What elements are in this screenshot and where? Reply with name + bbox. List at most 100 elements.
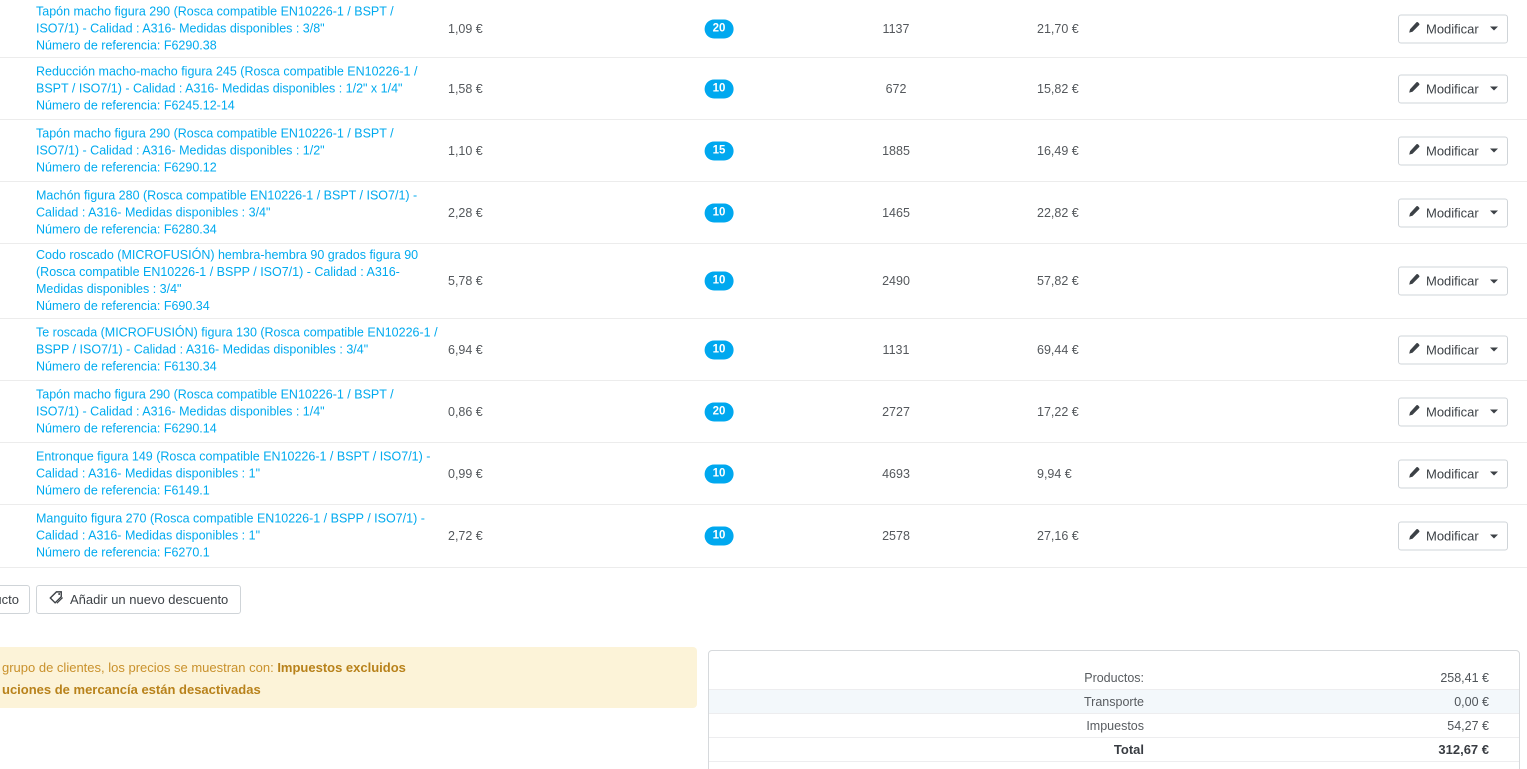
- product-reference-link[interactable]: Número de referencia: F6290.38: [36, 38, 217, 52]
- product-link[interactable]: Machón figura 280 (Rosca compatible EN10…: [36, 188, 418, 219]
- quantity-cell: 10: [704, 526, 734, 546]
- table-row: Entronque figura 149 (Rosca compatible E…: [0, 443, 1527, 505]
- modify-button-label: Modificar: [1426, 404, 1479, 419]
- caret-down-icon[interactable]: [1490, 86, 1498, 91]
- totals-label: Productos:: [1084, 670, 1144, 685]
- alert-line-1: grupo de clientes, los precios se muestr…: [2, 660, 406, 675]
- modify-button-label: Modificar: [1426, 143, 1479, 158]
- modify-button[interactable]: Modificar: [1398, 335, 1508, 364]
- quantity-cell: 10: [704, 203, 734, 222]
- row-actions: Modificar: [1398, 14, 1508, 43]
- quantity-badge: 20: [704, 402, 734, 421]
- product-name-cell: Machón figura 280 (Rosca compatible EN10…: [36, 187, 438, 238]
- row-total-price: 16,49 €: [1037, 143, 1079, 158]
- caret-down-icon[interactable]: [1490, 26, 1498, 31]
- totals-value: 312,67 €: [1438, 742, 1489, 757]
- quantity-badge: 10: [704, 203, 734, 222]
- row-actions: Modificar: [1398, 266, 1508, 296]
- product-link[interactable]: Manguito figura 270 (Rosca compatible EN…: [36, 511, 425, 543]
- caret-down-icon[interactable]: [1490, 148, 1498, 153]
- table-row: Tapón macho figura 290 (Rosca compatible…: [0, 120, 1527, 182]
- add-discount-button[interactable]: Añadir un nuevo descuento: [36, 585, 242, 614]
- add-discount-label: Añadir un nuevo descuento: [70, 592, 229, 607]
- modify-button[interactable]: Modificar: [1398, 266, 1508, 296]
- quantity-badge: 10: [704, 526, 734, 546]
- caret-down-icon[interactable]: [1490, 279, 1498, 283]
- product-reference-link[interactable]: Número de referencia: F6280.34: [36, 222, 217, 236]
- pencil-icon: [1408, 529, 1420, 544]
- quantity-badge: 10: [704, 464, 734, 483]
- add-product-button[interactable]: ucto: [0, 585, 30, 614]
- product-reference-link[interactable]: Número de referencia: F6270.1: [36, 545, 210, 560]
- row-total-price: 57,82 €: [1037, 274, 1079, 288]
- caret-down-icon[interactable]: [1490, 471, 1498, 476]
- modify-button[interactable]: Modificar: [1398, 14, 1508, 43]
- row-actions: Modificar: [1398, 136, 1508, 165]
- row-total-price: 22,82 €: [1037, 205, 1079, 220]
- tags-icon: [49, 591, 63, 608]
- product-link[interactable]: Reducción macho-macho figura 245 (Rosca …: [36, 64, 418, 95]
- modify-button-label: Modificar: [1426, 205, 1479, 220]
- product-reference-link[interactable]: Número de referencia: F690.34: [36, 299, 210, 313]
- totals-label: Transporte: [1084, 694, 1144, 709]
- totals-label: Impuestos: [1086, 718, 1144, 733]
- product-name-cell: Te roscada (MICROFUSIÓN) figura 130 (Ros…: [36, 324, 438, 375]
- modify-button[interactable]: Modificar: [1398, 521, 1508, 551]
- product-reference-link[interactable]: Número de referencia: F6130.34: [36, 359, 217, 373]
- quantity-badge: 10: [704, 271, 734, 291]
- totals-value: 258,41 €: [1440, 670, 1489, 685]
- totals-label: Total: [1113, 742, 1144, 757]
- quantity-cell: 20: [704, 19, 734, 38]
- totals-value: 0,00 €: [1454, 694, 1489, 709]
- unit-price: 0,99 €: [448, 466, 483, 481]
- product-link[interactable]: Tapón macho figura 290 (Rosca compatible…: [36, 126, 394, 157]
- product-name-cell: Tapón macho figura 290 (Rosca compatible…: [36, 125, 438, 176]
- stock-available: 2490: [882, 274, 910, 288]
- stock-available: 1137: [882, 21, 910, 36]
- product-reference-link[interactable]: Número de referencia: F6149.1: [36, 483, 210, 497]
- modify-button-label: Modificar: [1426, 528, 1479, 544]
- table-row: Te roscada (MICROFUSIÓN) figura 130 (Ros…: [0, 319, 1527, 381]
- product-name-cell: Tapón macho figura 290 (Rosca compatible…: [36, 3, 438, 54]
- pencil-icon: [1408, 205, 1420, 220]
- product-link[interactable]: Tapón macho figura 290 (Rosca compatible…: [36, 387, 394, 418]
- caret-down-icon[interactable]: [1490, 409, 1498, 414]
- modify-button-label: Modificar: [1426, 81, 1479, 96]
- modify-button[interactable]: Modificar: [1398, 136, 1508, 165]
- table-row: Tapón macho figura 290 (Rosca compatible…: [0, 381, 1527, 443]
- product-link[interactable]: Tapón macho figura 290 (Rosca compatible…: [36, 4, 394, 35]
- modify-button[interactable]: Modificar: [1398, 74, 1508, 103]
- unit-price: 2,72 €: [448, 529, 483, 543]
- quantity-badge: 10: [704, 79, 734, 98]
- totals-row: Transporte 0,00 €: [709, 690, 1519, 714]
- row-total-price: 9,94 €: [1037, 466, 1072, 481]
- quantity-cell: 15: [704, 141, 734, 160]
- caret-down-icon[interactable]: [1490, 534, 1498, 538]
- product-name-cell: Tapón macho figura 290 (Rosca compatible…: [36, 386, 438, 437]
- stock-available: 672: [885, 81, 907, 96]
- row-total-price: 21,70 €: [1037, 21, 1079, 36]
- caret-down-icon[interactable]: [1490, 347, 1498, 352]
- stock-available: 2727: [882, 404, 910, 419]
- alert-line-2: uciones de mercancía están desactivadas: [2, 681, 261, 697]
- table-row: Machón figura 280 (Rosca compatible EN10…: [0, 182, 1527, 244]
- add-product-label: ucto: [0, 592, 19, 607]
- product-reference-link[interactable]: Número de referencia: F6245.12-14: [36, 98, 235, 112]
- pencil-icon: [1408, 21, 1420, 36]
- modify-button[interactable]: Modificar: [1398, 397, 1508, 426]
- product-link[interactable]: Codo roscado (MICROFUSIÓN) hembra-hembra…: [36, 248, 419, 296]
- pencil-icon: [1408, 466, 1420, 481]
- row-total-price: 17,22 €: [1037, 404, 1079, 419]
- product-reference-link[interactable]: Número de referencia: F6290.14: [36, 421, 217, 435]
- stock-available: 4693: [882, 466, 910, 481]
- product-reference-link[interactable]: Número de referencia: F6290.12: [36, 160, 217, 174]
- product-link[interactable]: Entronque figura 149 (Rosca compatible E…: [36, 449, 431, 480]
- row-actions: Modificar: [1398, 335, 1508, 364]
- modify-button[interactable]: Modificar: [1398, 198, 1508, 227]
- caret-down-icon[interactable]: [1490, 210, 1498, 215]
- product-link[interactable]: Te roscada (MICROFUSIÓN) figura 130 (Ros…: [36, 325, 438, 356]
- product-name-cell: Codo roscado (MICROFUSIÓN) hembra-hembra…: [36, 247, 438, 315]
- modify-button[interactable]: Modificar: [1398, 459, 1508, 488]
- stock-available: 1131: [882, 342, 910, 357]
